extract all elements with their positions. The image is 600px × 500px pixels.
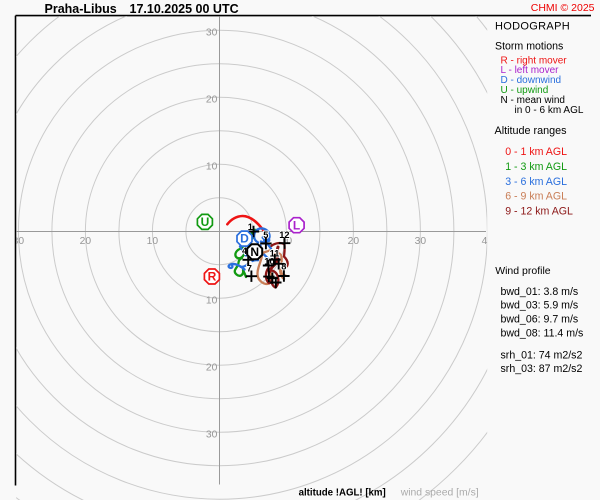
svg-text:20: 20 (348, 236, 360, 247)
svg-text:10: 10 (281, 236, 293, 247)
svg-text:10: 10 (206, 296, 218, 307)
svg-text:0 - 1 km AGL: 0 - 1 km AGL (505, 146, 567, 158)
svg-text:bwd_01: 3.8 m/s: bwd_01: 3.8 m/s (501, 286, 579, 298)
svg-text:10: 10 (206, 162, 218, 173)
svg-text:N - mean wind: N - mean wind (501, 95, 565, 106)
svg-text:3 - 6 km AGL: 3 - 6 km AGL (505, 176, 567, 188)
svg-text:20: 20 (206, 363, 218, 374)
svg-text:5: 5 (263, 230, 268, 240)
svg-text:17.10.2025 00 UTC: 17.10.2025 00 UTC (130, 2, 239, 16)
svg-text:6 - 9 km AGL: 6 - 9 km AGL (505, 191, 567, 203)
svg-text:bwd_03: 5.9 m/s: bwd_03: 5.9 m/s (501, 300, 579, 312)
svg-text:Wind profile: Wind profile (495, 265, 551, 277)
svg-text:30: 30 (206, 28, 218, 39)
svg-text:20: 20 (80, 236, 92, 247)
svg-text:Storm motions: Storm motions (495, 41, 563, 53)
svg-text:bwd_08: 11.4 m/s: bwd_08: 11.4 m/s (501, 328, 584, 340)
svg-text:Altitude ranges: Altitude ranges (495, 125, 568, 137)
svg-text:40: 40 (482, 236, 494, 247)
svg-text:L: L (293, 218, 300, 232)
svg-text:HODOGRAPH: HODOGRAPH (495, 21, 570, 33)
svg-text:L - left mover: L - left mover (501, 65, 560, 76)
svg-text:R - right mover: R - right mover (501, 55, 568, 66)
svg-text:8: 8 (281, 262, 286, 272)
svg-text:U: U (201, 215, 210, 229)
svg-text:D - downwind: D - downwind (501, 75, 562, 86)
svg-text:wind speed [m/s]: wind speed [m/s] (400, 488, 479, 499)
svg-text:4: 4 (242, 246, 248, 256)
svg-text:9 - 12 km AGL: 9 - 12 km AGL (505, 206, 573, 218)
svg-text:altitude !AGL! [km]: altitude !AGL! [km] (299, 488, 386, 499)
svg-text:srh_01: 74 m2/s2: srh_01: 74 m2/s2 (501, 349, 583, 361)
svg-text:30: 30 (13, 236, 25, 247)
svg-text:U - upwind: U - upwind (501, 85, 549, 96)
svg-text:1 - 3 km AGL: 1 - 3 km AGL (505, 161, 567, 173)
svg-text:1: 1 (248, 222, 253, 232)
svg-text:7: 7 (247, 263, 252, 273)
svg-text:D: D (240, 232, 249, 246)
svg-text:12: 12 (279, 230, 289, 240)
svg-text:bwd_06: 9.7 m/s: bwd_06: 9.7 m/s (501, 314, 579, 326)
svg-text:10: 10 (264, 256, 274, 266)
svg-text:10: 10 (147, 236, 159, 247)
svg-text:srh_03: 87 m2/s2: srh_03: 87 m2/s2 (501, 363, 583, 375)
svg-text:11: 11 (270, 249, 280, 259)
svg-text:N: N (250, 245, 259, 259)
svg-text:20: 20 (206, 95, 218, 106)
svg-text:CHMI © 2025: CHMI © 2025 (531, 2, 595, 14)
svg-text:R: R (208, 270, 217, 284)
svg-text:in 0 - 6 km AGL: in 0 - 6 km AGL (515, 105, 584, 116)
svg-text:Praha-Libus: Praha-Libus (45, 2, 117, 16)
svg-text:30: 30 (415, 236, 427, 247)
svg-text:30: 30 (206, 430, 218, 441)
